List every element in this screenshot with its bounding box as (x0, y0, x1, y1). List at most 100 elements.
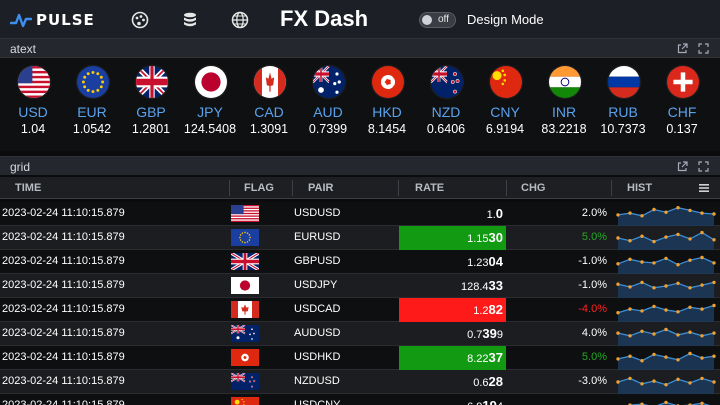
currency-value: 1.2801 (131, 122, 171, 136)
table-row[interactable]: 2023-02-24 11:10:15.879 USDCAD 1.282 -4.… (0, 298, 720, 322)
popout-icon[interactable] (677, 43, 688, 54)
flag-ca-icon (254, 66, 286, 98)
column-separator[interactable] (611, 180, 612, 196)
sparkline-point (640, 260, 644, 264)
palette-icon[interactable] (131, 11, 149, 29)
table-row[interactable]: 2023-02-24 11:10:15.879 EURUSD 1.1530 5.… (0, 226, 720, 250)
flag-us-icon (18, 66, 50, 98)
column-separator[interactable] (506, 180, 507, 196)
currency-code: INR (551, 104, 577, 120)
sparkline-point (712, 380, 716, 384)
sparkline-point (652, 352, 656, 357)
globe-icon[interactable] (231, 11, 249, 29)
currency-card-cny[interactable]: CNY 6.9194 (476, 58, 534, 152)
sparkline-point (628, 354, 632, 358)
currency-card-aud[interactable]: AUD 0.7399 (299, 58, 357, 152)
currency-card-usd[interactable]: USD 1.04 (4, 58, 62, 152)
currency-card-cad[interactable]: CAD 1.3091 (240, 58, 298, 152)
sparkline-point (664, 210, 668, 214)
column-header-pair[interactable]: PAIR (308, 182, 334, 194)
flag-cn-icon (490, 66, 522, 98)
flag-jp-icon (195, 66, 227, 98)
currency-card-rub[interactable]: RUB 10.7373 (594, 58, 652, 152)
design-mode-toggle[interactable]: off (419, 12, 456, 28)
table-row[interactable]: 2023-02-24 11:10:15.879 NZDUSD 0.628 -3.… (0, 370, 720, 394)
pair-cell: GBPUSD (294, 255, 341, 267)
pair-cell: AUDUSD (294, 327, 341, 339)
currency-value: 1.04 (20, 122, 46, 136)
sparkline-point (664, 235, 668, 239)
sparkline-point (676, 263, 680, 267)
flag-us-icon (231, 205, 259, 222)
table-row[interactable]: 2023-02-24 11:10:15.879 USDCNY 6.9194 (0, 394, 720, 405)
popout-icon[interactable] (677, 161, 688, 172)
table-row[interactable]: 2023-02-24 11:10:15.879 AUDUSD 0.7399 4.… (0, 322, 720, 346)
history-sparkline (614, 394, 718, 405)
table-row[interactable]: 2023-02-24 11:10:15.879 USDJPY 128.433 -… (0, 274, 720, 298)
currency-code: CAD (254, 104, 284, 120)
column-separator[interactable] (229, 180, 230, 196)
column-separator[interactable] (292, 180, 293, 196)
column-header-hist[interactable]: HIST (627, 182, 653, 194)
app-title: FX Dash (280, 6, 369, 31)
sparkline-point (688, 208, 692, 213)
pair-cell: USDUSD (294, 207, 341, 219)
sparkline-point (700, 255, 704, 260)
pulse-logo-icon (10, 13, 32, 28)
sparkline-point (700, 211, 704, 215)
currency-value: 0.6406 (426, 122, 466, 136)
currency-card-jpy[interactable]: JPY 124.5408 (181, 58, 239, 152)
flag-au-icon (231, 325, 259, 342)
currency-value: 6.9194 (485, 122, 525, 136)
top-bar: PULSE FX Dash off Design Mode (0, 0, 720, 38)
time-cell: 2023-02-24 11:10:15.879 (2, 279, 125, 291)
sparkline-point (688, 330, 692, 334)
currency-card-nzd[interactable]: NZD 0.6406 (417, 58, 475, 152)
sparkline-point (688, 381, 692, 385)
currency-card-hkd[interactable]: HKD 8.1454 (358, 58, 416, 152)
sparkline-point (712, 238, 716, 242)
database-icon[interactable] (181, 11, 199, 29)
pair-cell: USDHKD (294, 351, 341, 363)
currency-code: CNY (490, 104, 520, 120)
sparkline-point (676, 281, 680, 285)
column-header-flag[interactable]: FLAG (244, 182, 274, 194)
sparkline-point (712, 331, 716, 335)
table-row[interactable]: 2023-02-24 11:10:15.879 USDHKD 8.2237 5.… (0, 346, 720, 370)
column-header-chg[interactable]: CHG (521, 182, 546, 194)
table-row[interactable]: 2023-02-24 11:10:15.879 GBPUSD 1.2304 -1… (0, 250, 720, 274)
history-sparkline (614, 226, 718, 250)
currency-card-chf[interactable]: CHF 0.137 (653, 58, 711, 152)
sparkline-point (712, 303, 716, 308)
sparkline-point (712, 354, 716, 358)
column-header-rate[interactable]: RATE (415, 182, 445, 194)
sparkline-point (652, 332, 656, 336)
time-cell: 2023-02-24 11:10:15.879 (2, 327, 125, 339)
time-cell: 2023-02-24 11:10:15.879 (2, 207, 125, 219)
sparkline-point (664, 327, 668, 332)
sparkline-point (664, 400, 668, 405)
currency-card-eur[interactable]: EUR 1.0542 (63, 58, 121, 152)
currency-code: GBP (136, 104, 166, 120)
grid-column-header: TIME FLAG PAIR RATE CHG HIST (0, 177, 720, 199)
currency-value: 1.3091 (249, 122, 289, 136)
pulse-logo[interactable]: PULSE (10, 10, 102, 30)
column-header-time[interactable]: TIME (15, 182, 42, 194)
table-row[interactable]: 2023-02-24 11:10:15.879 USDUSD 1.0 2.0% (0, 202, 720, 226)
column-menu-icon[interactable] (699, 183, 709, 193)
currency-code: NZD (431, 104, 461, 120)
expand-icon[interactable] (698, 161, 709, 172)
logo-text: PULSE (36, 11, 95, 29)
flag-hk-icon (372, 66, 404, 98)
ticker-panel-header: atext (0, 38, 720, 57)
currency-card-inr[interactable]: INR 83.2218 (535, 58, 593, 152)
currency-code: HKD (372, 104, 402, 120)
sparkline-point (652, 304, 656, 309)
sparkline-point (628, 211, 632, 215)
sparkline-point (664, 284, 668, 288)
currency-value: 10.7373 (600, 122, 646, 136)
currency-card-gbp[interactable]: GBP 1.2801 (122, 58, 180, 152)
sparkline-point (640, 234, 644, 238)
column-separator[interactable] (398, 180, 399, 196)
expand-icon[interactable] (698, 43, 709, 54)
